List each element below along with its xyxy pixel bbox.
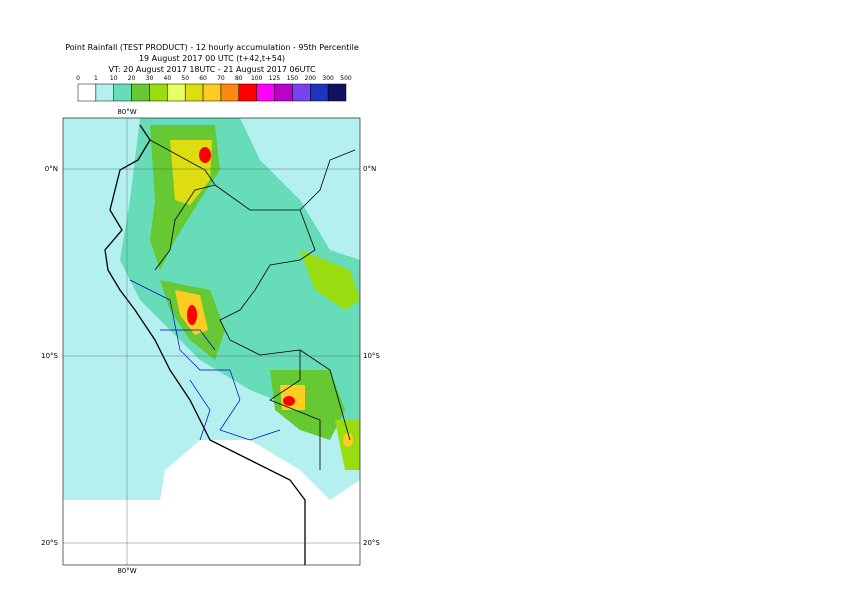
validity: VT: 20 August 2017 18UTC - 21 August 201…: [108, 65, 316, 74]
title: Point Rainfall (TEST PRODUCT) - 12 hourl…: [65, 43, 359, 52]
coastline: [104, 124, 306, 565]
legend-swatch: [238, 83, 257, 102]
base-time: 19 August 2017 00 UTC (t+42,t+54): [139, 54, 285, 63]
legend-swatch: [310, 83, 329, 102]
legend-label: 40: [164, 75, 172, 82]
region-border: [129, 279, 281, 441]
lat-label: 0°N: [45, 165, 58, 173]
legend-label: 125: [269, 75, 281, 82]
legend-swatch: [77, 83, 97, 102]
legend-label: 10: [110, 75, 118, 82]
legend-swatch: [256, 83, 275, 102]
legend-swatch: [131, 83, 150, 102]
legend-label: 1: [94, 75, 98, 82]
lon-label: 80°W: [117, 567, 136, 575]
legend-label: 200: [305, 75, 317, 82]
legend: 0 1 10 20 30 40 50 60 70 80 100 125 150 200 300 500: [76, 75, 352, 102]
legend-label: 70: [217, 75, 225, 82]
legend-label: 30: [146, 75, 154, 82]
legend-label: 500: [340, 75, 352, 82]
rain-area: [283, 396, 295, 406]
legend-label: 0: [76, 75, 80, 82]
legend-swatch: [327, 83, 347, 102]
legend-label: 100: [251, 75, 263, 82]
rain-area: [300, 250, 360, 310]
lat-label: 10°S: [41, 352, 58, 360]
legend-swatch: [274, 83, 293, 102]
legend-label: 20: [128, 75, 136, 82]
legend-swatch: [95, 83, 114, 102]
lat-label: 20°S: [41, 539, 58, 547]
legend-label: 80: [235, 75, 243, 82]
legend-label: 300: [322, 75, 334, 82]
rain-area: [199, 147, 211, 163]
map: 80°W 80°W 0°N 0°N 10°S 10°S 20°S 20°S: [41, 108, 380, 575]
legend-swatch: [202, 83, 222, 102]
legend-label: 50: [181, 75, 189, 82]
legend-swatch: [167, 83, 186, 102]
lat-label: 20°S: [363, 539, 380, 547]
legend-swatch: [184, 83, 204, 102]
legend-swatch: [149, 83, 168, 102]
legend-label: 60: [199, 75, 207, 82]
map-border: [62, 117, 361, 566]
legend-label: 150: [287, 75, 299, 82]
legend-swatch: [292, 83, 311, 102]
lon-label: 80°W: [117, 108, 136, 116]
lat-label: 0°N: [363, 165, 376, 173]
rain-area: [343, 433, 353, 447]
rain-area: [187, 305, 197, 325]
border: [149, 139, 356, 470]
legend-swatch: [113, 83, 132, 102]
legend-swatch: [220, 83, 240, 102]
lat-label: 10°S: [363, 352, 380, 360]
